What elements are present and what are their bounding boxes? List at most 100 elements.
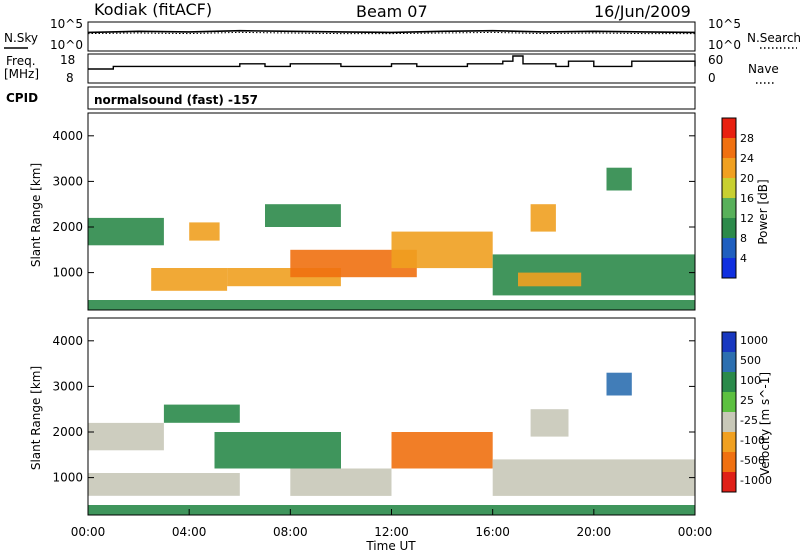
y-tick-label: 1000 bbox=[52, 471, 83, 485]
x-tick-label: 16:00 bbox=[475, 525, 510, 539]
nave-tick-bottom: 0 bbox=[708, 71, 716, 85]
nsearch-tick-bottom: 10^0 bbox=[708, 38, 741, 52]
freq-label-line1: Freq. bbox=[6, 54, 36, 68]
cpid-text: normalsound (fast) -157 bbox=[94, 93, 258, 107]
heatmap-cell bbox=[88, 422, 164, 451]
nsky-tick-top: 10^5 bbox=[50, 17, 83, 31]
x-tick-label: 00:00 bbox=[71, 525, 106, 539]
station-title: Kodiak (fitACF) bbox=[94, 0, 212, 19]
colorbar-tick-label: -500 bbox=[740, 454, 765, 467]
colorbar-tick-label: 24 bbox=[740, 152, 754, 165]
time-axis: 00:00 04:00 08:00 12:00 16:00 20:00 00:00 bbox=[71, 509, 713, 539]
colorbar-tick-label: 8 bbox=[740, 232, 747, 245]
heatmap-cell bbox=[214, 432, 341, 469]
xaxis-label: Time UT bbox=[365, 539, 416, 553]
heatmap-cell bbox=[606, 167, 632, 191]
colorbar-swatch bbox=[722, 218, 736, 238]
colorbar-tick-label: 25 bbox=[740, 394, 754, 407]
colorbar-swatch bbox=[722, 452, 736, 472]
heatmap-cell bbox=[189, 222, 220, 241]
y-tick-label: 3000 bbox=[52, 379, 83, 393]
colorbar-swatch bbox=[722, 392, 736, 412]
noise-series-group bbox=[87, 29, 696, 35]
heatmap-cell bbox=[492, 459, 695, 496]
colorbar-swatch bbox=[722, 352, 736, 372]
power-ylabel: Slant Range [km] bbox=[29, 163, 43, 267]
x-tick-label: 00:00 bbox=[678, 525, 713, 539]
y-tick-label: 4000 bbox=[52, 129, 83, 143]
nsearch-tick-top: 10^5 bbox=[708, 17, 741, 31]
heatmap-cell bbox=[530, 409, 569, 437]
colorbar-tick-label: -100 bbox=[740, 434, 765, 447]
colorbar-tick-label: 500 bbox=[740, 354, 761, 367]
velocity-colorbar-label: Velocity [m s^-1] bbox=[758, 372, 772, 476]
heatmap-cell bbox=[530, 204, 556, 232]
colorbar-tick-label: 1000 bbox=[740, 334, 768, 347]
y-tick-label: 2000 bbox=[52, 425, 83, 439]
noise-series-line bbox=[87, 29, 696, 34]
heatmap-cell bbox=[151, 268, 228, 291]
heatmap-cell bbox=[518, 272, 582, 287]
freq-panel-frame bbox=[87, 53, 696, 84]
date-title: 16/Jun/2009 bbox=[594, 2, 691, 21]
colorbar-swatch bbox=[722, 332, 736, 352]
velocity-ylabel: Slant Range [km] bbox=[29, 366, 43, 470]
power-heatmap bbox=[88, 167, 695, 310]
frequency-series-line bbox=[88, 55, 696, 70]
colorbar-frame bbox=[721, 331, 737, 493]
colorbar-tick-label: -25 bbox=[740, 414, 758, 427]
x-tick-label: 04:00 bbox=[172, 525, 207, 539]
heatmap-cell bbox=[606, 372, 632, 396]
nave-label: Nave bbox=[748, 62, 779, 76]
noise-panel-frame bbox=[87, 21, 696, 52]
freq-series-group bbox=[88, 55, 696, 70]
cpid-panel-frame bbox=[87, 86, 696, 110]
freq-tick-bottom: 8 bbox=[66, 71, 74, 85]
freq-tick-top: 18 bbox=[60, 53, 75, 67]
colorbar-tick-label: 100 bbox=[740, 374, 761, 387]
colorbar-tick-label: 4 bbox=[740, 252, 747, 265]
colorbar-frame bbox=[721, 117, 737, 279]
heatmap-cell bbox=[391, 231, 493, 269]
velocity-colorbar: 1000 500 100 25 -25 -100 -500 -1000 bbox=[721, 331, 772, 493]
colorbar-swatch bbox=[722, 138, 736, 158]
y-tick-label: 3000 bbox=[52, 174, 83, 188]
velocity-heatmap bbox=[88, 372, 695, 515]
heatmap-cell bbox=[88, 217, 164, 246]
nave-tick-top: 60 bbox=[708, 53, 723, 67]
colorbar-swatch bbox=[722, 158, 736, 178]
colorbar-tick-label: 12 bbox=[740, 212, 754, 225]
power-colorbar: 4 8 12 16 20 24 28 bbox=[721, 117, 754, 279]
heatmap-cell bbox=[265, 204, 341, 227]
heatmap-cell bbox=[88, 473, 240, 496]
colorbar-tick-label: -1000 bbox=[740, 474, 772, 487]
power-panel-frame bbox=[87, 112, 696, 311]
heatmap-cell bbox=[391, 432, 493, 469]
heatmap-cell bbox=[163, 404, 240, 423]
nsky-label: N.Sky bbox=[4, 31, 38, 45]
x-tick-label: 12:00 bbox=[374, 525, 409, 539]
colorbar-swatch bbox=[722, 258, 736, 278]
colorbar-swatch bbox=[722, 432, 736, 452]
colorbar-swatch bbox=[722, 412, 736, 432]
colorbar-swatch bbox=[722, 472, 736, 492]
colorbar-swatch bbox=[722, 178, 736, 198]
x-tick-label: 08:00 bbox=[273, 525, 308, 539]
heatmap-cell bbox=[88, 300, 695, 310]
colorbar-swatch bbox=[722, 238, 736, 258]
colorbar-tick-label: 20 bbox=[740, 172, 754, 185]
power-colorbar-label: Power [dB] bbox=[756, 179, 770, 244]
beam-title: Beam 07 bbox=[356, 2, 428, 21]
colorbar-tick-label: 16 bbox=[740, 192, 754, 205]
y-tick-label: 1000 bbox=[52, 266, 83, 280]
colorbar-tick-label: 28 bbox=[740, 132, 754, 145]
y-tick-label: 4000 bbox=[52, 334, 83, 348]
power-yaxis: 1000 2000 3000 4000 bbox=[52, 129, 695, 280]
velocity-yaxis: 1000 2000 3000 4000 bbox=[52, 334, 695, 485]
colorbar-swatch bbox=[722, 372, 736, 392]
x-tick-label: 20:00 bbox=[577, 525, 612, 539]
colorbar-swatch bbox=[722, 118, 736, 138]
y-tick-label: 2000 bbox=[52, 220, 83, 234]
nsky-tick-bottom: 10^0 bbox=[50, 38, 83, 52]
